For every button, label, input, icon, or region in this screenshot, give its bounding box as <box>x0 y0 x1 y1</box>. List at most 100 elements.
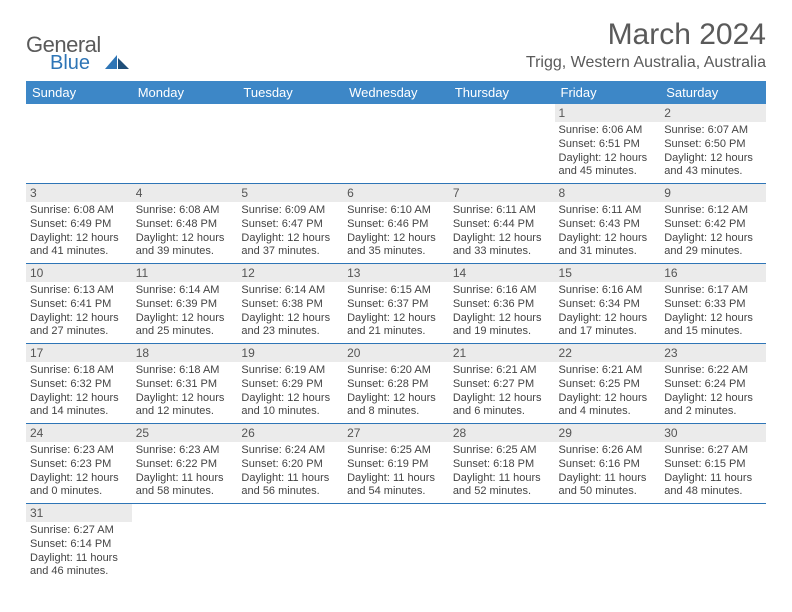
calendar-cell: 17Sunrise: 6:18 AMSunset: 6:32 PMDayligh… <box>26 344 132 424</box>
day-details: Sunrise: 6:17 AMSunset: 6:33 PMDaylight:… <box>660 282 766 343</box>
day-details: Sunrise: 6:06 AMSunset: 6:51 PMDaylight:… <box>555 122 661 183</box>
calendar-cell: 9Sunrise: 6:12 AMSunset: 6:42 PMDaylight… <box>660 184 766 264</box>
day-number: 18 <box>132 344 238 362</box>
day-number: 10 <box>26 264 132 282</box>
day-number: 8 <box>555 184 661 202</box>
calendar-cell <box>237 104 343 184</box>
day-details: Sunrise: 6:11 AMSunset: 6:44 PMDaylight:… <box>449 202 555 263</box>
calendar-cell: 30Sunrise: 6:27 AMSunset: 6:15 PMDayligh… <box>660 424 766 504</box>
calendar-cell: 3Sunrise: 6:08 AMSunset: 6:49 PMDaylight… <box>26 184 132 264</box>
day-details: Sunrise: 6:10 AMSunset: 6:46 PMDaylight:… <box>343 202 449 263</box>
weekday-header-row: SundayMondayTuesdayWednesdayThursdayFrid… <box>26 81 766 104</box>
day-number: 6 <box>343 184 449 202</box>
calendar-cell <box>132 104 238 184</box>
calendar-cell: 26Sunrise: 6:24 AMSunset: 6:20 PMDayligh… <box>237 424 343 504</box>
day-details: Sunrise: 6:07 AMSunset: 6:50 PMDaylight:… <box>660 122 766 183</box>
day-details: Sunrise: 6:08 AMSunset: 6:48 PMDaylight:… <box>132 202 238 263</box>
day-number: 22 <box>555 344 661 362</box>
calendar-cell: 13Sunrise: 6:15 AMSunset: 6:37 PMDayligh… <box>343 264 449 344</box>
day-details: Sunrise: 6:26 AMSunset: 6:16 PMDaylight:… <box>555 442 661 503</box>
weekday-header: Tuesday <box>237 81 343 104</box>
day-number: 4 <box>132 184 238 202</box>
day-details: Sunrise: 6:14 AMSunset: 6:38 PMDaylight:… <box>237 282 343 343</box>
calendar-cell: 19Sunrise: 6:19 AMSunset: 6:29 PMDayligh… <box>237 344 343 424</box>
day-details: Sunrise: 6:12 AMSunset: 6:42 PMDaylight:… <box>660 202 766 263</box>
day-number: 26 <box>237 424 343 442</box>
calendar-cell: 22Sunrise: 6:21 AMSunset: 6:25 PMDayligh… <box>555 344 661 424</box>
day-number: 19 <box>237 344 343 362</box>
day-details: Sunrise: 6:27 AMSunset: 6:15 PMDaylight:… <box>660 442 766 503</box>
calendar-cell: 1Sunrise: 6:06 AMSunset: 6:51 PMDaylight… <box>555 104 661 184</box>
day-details: Sunrise: 6:25 AMSunset: 6:18 PMDaylight:… <box>449 442 555 503</box>
weekday-header: Monday <box>132 81 238 104</box>
day-number: 3 <box>26 184 132 202</box>
day-number: 13 <box>343 264 449 282</box>
calendar-body: 1Sunrise: 6:06 AMSunset: 6:51 PMDaylight… <box>26 104 766 583</box>
day-number: 5 <box>237 184 343 202</box>
day-details: Sunrise: 6:24 AMSunset: 6:20 PMDaylight:… <box>237 442 343 503</box>
day-details: Sunrise: 6:11 AMSunset: 6:43 PMDaylight:… <box>555 202 661 263</box>
day-details: Sunrise: 6:21 AMSunset: 6:25 PMDaylight:… <box>555 362 661 423</box>
calendar-cell: 6Sunrise: 6:10 AMSunset: 6:46 PMDaylight… <box>343 184 449 264</box>
calendar-table: SundayMondayTuesdayWednesdayThursdayFrid… <box>26 81 766 583</box>
day-details: Sunrise: 6:25 AMSunset: 6:19 PMDaylight:… <box>343 442 449 503</box>
calendar-cell: 11Sunrise: 6:14 AMSunset: 6:39 PMDayligh… <box>132 264 238 344</box>
calendar-cell: 4Sunrise: 6:08 AMSunset: 6:48 PMDaylight… <box>132 184 238 264</box>
day-number: 23 <box>660 344 766 362</box>
calendar-cell: 2Sunrise: 6:07 AMSunset: 6:50 PMDaylight… <box>660 104 766 184</box>
day-number: 15 <box>555 264 661 282</box>
weekday-header: Sunday <box>26 81 132 104</box>
calendar-cell <box>132 504 238 584</box>
calendar-cell: 10Sunrise: 6:13 AMSunset: 6:41 PMDayligh… <box>26 264 132 344</box>
month-title: March 2024 <box>526 18 766 52</box>
calendar-cell <box>660 504 766 584</box>
day-number: 30 <box>660 424 766 442</box>
weekday-header: Saturday <box>660 81 766 104</box>
calendar-cell: 24Sunrise: 6:23 AMSunset: 6:23 PMDayligh… <box>26 424 132 504</box>
day-details: Sunrise: 6:20 AMSunset: 6:28 PMDaylight:… <box>343 362 449 423</box>
calendar-cell: 27Sunrise: 6:25 AMSunset: 6:19 PMDayligh… <box>343 424 449 504</box>
day-number: 12 <box>237 264 343 282</box>
day-number: 14 <box>449 264 555 282</box>
calendar-cell: 23Sunrise: 6:22 AMSunset: 6:24 PMDayligh… <box>660 344 766 424</box>
day-number: 16 <box>660 264 766 282</box>
calendar-cell <box>343 104 449 184</box>
day-number: 7 <box>449 184 555 202</box>
day-number: 27 <box>343 424 449 442</box>
day-details: Sunrise: 6:27 AMSunset: 6:14 PMDaylight:… <box>26 522 132 583</box>
calendar-cell <box>449 104 555 184</box>
calendar-cell: 12Sunrise: 6:14 AMSunset: 6:38 PMDayligh… <box>237 264 343 344</box>
calendar-cell <box>237 504 343 584</box>
day-number: 25 <box>132 424 238 442</box>
day-details: Sunrise: 6:19 AMSunset: 6:29 PMDaylight:… <box>237 362 343 423</box>
day-details: Sunrise: 6:23 AMSunset: 6:23 PMDaylight:… <box>26 442 132 503</box>
calendar-cell: 21Sunrise: 6:21 AMSunset: 6:27 PMDayligh… <box>449 344 555 424</box>
day-details: Sunrise: 6:14 AMSunset: 6:39 PMDaylight:… <box>132 282 238 343</box>
calendar-cell <box>26 104 132 184</box>
day-number: 31 <box>26 504 132 522</box>
day-number: 11 <box>132 264 238 282</box>
calendar-cell <box>343 504 449 584</box>
weekday-header: Wednesday <box>343 81 449 104</box>
day-details: Sunrise: 6:18 AMSunset: 6:31 PMDaylight:… <box>132 362 238 423</box>
day-number: 24 <box>26 424 132 442</box>
calendar-cell: 14Sunrise: 6:16 AMSunset: 6:36 PMDayligh… <box>449 264 555 344</box>
day-number: 20 <box>343 344 449 362</box>
day-details: Sunrise: 6:18 AMSunset: 6:32 PMDaylight:… <box>26 362 132 423</box>
calendar-cell: 25Sunrise: 6:23 AMSunset: 6:22 PMDayligh… <box>132 424 238 504</box>
day-number: 21 <box>449 344 555 362</box>
calendar-cell: 28Sunrise: 6:25 AMSunset: 6:18 PMDayligh… <box>449 424 555 504</box>
calendar-cell: 7Sunrise: 6:11 AMSunset: 6:44 PMDaylight… <box>449 184 555 264</box>
day-number: 1 <box>555 104 661 122</box>
day-details: Sunrise: 6:22 AMSunset: 6:24 PMDaylight:… <box>660 362 766 423</box>
day-details: Sunrise: 6:09 AMSunset: 6:47 PMDaylight:… <box>237 202 343 263</box>
calendar-cell: 5Sunrise: 6:09 AMSunset: 6:47 PMDaylight… <box>237 184 343 264</box>
day-number: 28 <box>449 424 555 442</box>
day-number: 17 <box>26 344 132 362</box>
brand-logo: General Blue <box>26 32 131 75</box>
calendar-cell: 18Sunrise: 6:18 AMSunset: 6:31 PMDayligh… <box>132 344 238 424</box>
sail-icon <box>103 53 131 71</box>
day-details: Sunrise: 6:15 AMSunset: 6:37 PMDaylight:… <box>343 282 449 343</box>
day-number: 2 <box>660 104 766 122</box>
weekday-header: Friday <box>555 81 661 104</box>
